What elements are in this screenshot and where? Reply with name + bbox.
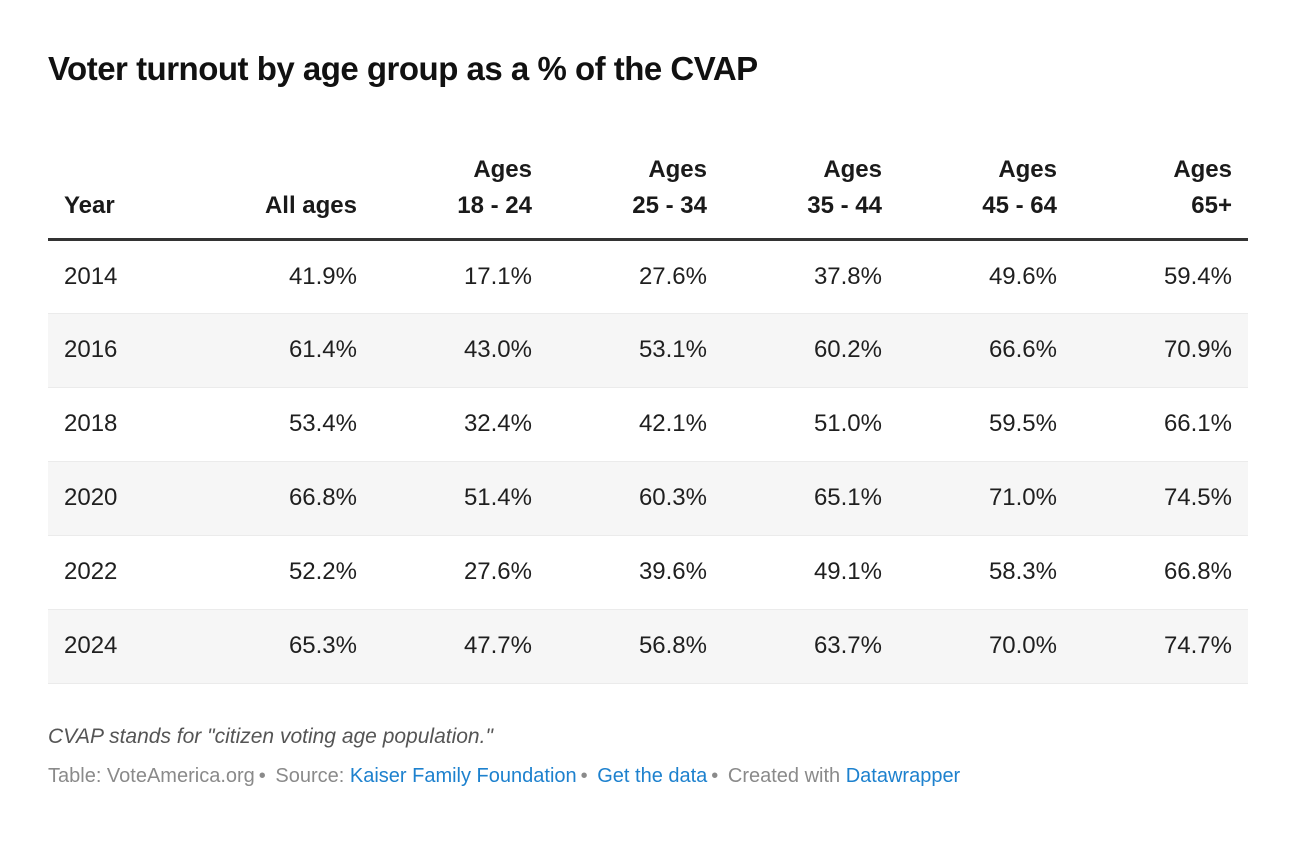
value-cell: 27.6% bbox=[548, 239, 723, 314]
value-cell: 65.1% bbox=[723, 461, 898, 536]
table-body: 2014 41.9% 17.1% 27.6% 37.8% 49.6% 59.4%… bbox=[48, 239, 1248, 684]
table-row-2014: 2014 41.9% 17.1% 27.6% 37.8% 49.6% 59.4% bbox=[48, 239, 1248, 314]
value-cell: 71.0% bbox=[898, 461, 1073, 536]
value-cell: 60.3% bbox=[548, 461, 723, 536]
table-row-2022: 2022 52.2% 27.6% 39.6% 49.1% 58.3% 66.8% bbox=[48, 535, 1248, 610]
column-header-ages-45-64: Ages 45 - 64 bbox=[898, 151, 1073, 241]
value-cell: 59.4% bbox=[1073, 239, 1248, 314]
value-cell: 66.6% bbox=[898, 313, 1073, 388]
value-cell: 42.1% bbox=[548, 387, 723, 462]
value-cell: 49.1% bbox=[723, 535, 898, 610]
table-header-row: Year All ages Ages 18 - 24 Ages 25 - 34 bbox=[48, 151, 1248, 241]
created-with-label: Created with bbox=[727, 765, 841, 788]
table-row-2020: 2020 66.8% 51.4% 60.3% 65.1% 71.0% 74.5% bbox=[48, 461, 1248, 536]
column-header-label: 45 - 64 bbox=[982, 191, 1057, 219]
value-cell: 37.8% bbox=[723, 239, 898, 314]
link-kaiser-family-foundation[interactable]: Kaiser Family Foundation bbox=[349, 765, 577, 788]
column-header-ages-35-44: Ages 35 - 44 bbox=[723, 151, 898, 241]
page-title: Voter turnout by age group as a % of the… bbox=[48, 50, 758, 87]
value-cell: 17.1% bbox=[373, 239, 548, 314]
value-cell: 59.5% bbox=[898, 387, 1073, 462]
year-cell: 2020 bbox=[48, 461, 198, 536]
column-header-label: 35 - 44 bbox=[807, 191, 882, 219]
table-row-2018: 2018 53.4% 32.4% 42.1% 51.0% 59.5% 66.1% bbox=[48, 387, 1248, 462]
column-header-label: 18 - 24 bbox=[457, 191, 532, 219]
table-header: Year All ages Ages 18 - 24 Ages 25 - 34 bbox=[48, 151, 1248, 241]
column-header-label-top: Ages bbox=[473, 155, 532, 183]
bullet-separator: • bbox=[580, 765, 588, 788]
value-cell: 61.4% bbox=[198, 313, 373, 388]
value-cell: 41.9% bbox=[198, 239, 373, 314]
table-row-2024: 2024 65.3% 47.7% 56.8% 63.7% 70.0% 74.7% bbox=[48, 609, 1248, 684]
value-cell: 53.4% bbox=[198, 387, 373, 462]
column-header-label: All ages bbox=[264, 191, 357, 219]
table-credit: Table: VoteAmerica.org bbox=[48, 765, 255, 788]
column-header-label-top: Ages bbox=[1173, 155, 1232, 183]
value-cell: 52.2% bbox=[198, 535, 373, 610]
value-cell: 74.7% bbox=[1073, 609, 1248, 684]
year-cell: 2024 bbox=[48, 609, 198, 684]
column-header-ages-25-34: Ages 25 - 34 bbox=[548, 151, 723, 241]
value-cell: 47.7% bbox=[373, 609, 548, 684]
column-header-label-top: Ages bbox=[823, 155, 882, 183]
link-datawrapper[interactable]: Datawrapper bbox=[845, 765, 961, 788]
value-cell: 66.1% bbox=[1073, 387, 1248, 462]
credits-line: Table: VoteAmerica.org • Source: Kaiser F… bbox=[48, 765, 1248, 788]
value-cell: 53.1% bbox=[548, 313, 723, 388]
year-cell: 2014 bbox=[48, 239, 198, 314]
year-cell: 2016 bbox=[48, 313, 198, 388]
value-cell: 27.6% bbox=[373, 535, 548, 610]
year-cell: 2022 bbox=[48, 535, 198, 610]
column-header-ages-18-24: Ages 18 - 24 bbox=[373, 151, 548, 241]
value-cell: 70.0% bbox=[898, 609, 1073, 684]
value-cell: 60.2% bbox=[723, 313, 898, 388]
value-cell: 49.6% bbox=[898, 239, 1073, 314]
column-header-year: Year bbox=[48, 151, 198, 241]
value-cell: 74.5% bbox=[1073, 461, 1248, 536]
bullet-separator: • bbox=[258, 765, 266, 788]
value-cell: 65.3% bbox=[198, 609, 373, 684]
column-header-ages-65-plus: Ages 65+ bbox=[1073, 151, 1248, 241]
footnote: CVAP stands for "citizen voting age popu… bbox=[48, 724, 493, 748]
value-cell: 39.6% bbox=[548, 535, 723, 610]
bullet-separator: • bbox=[711, 765, 719, 788]
column-header-label-top: Ages bbox=[648, 155, 707, 183]
link-get-the-data[interactable]: Get the data bbox=[597, 765, 708, 788]
value-cell: 63.7% bbox=[723, 609, 898, 684]
value-cell: 43.0% bbox=[373, 313, 548, 388]
voter-turnout-table: Year All ages Ages 18 - 24 Ages 25 - 34 bbox=[48, 151, 1248, 684]
value-cell: 56.8% bbox=[548, 609, 723, 684]
value-cell: 58.3% bbox=[898, 535, 1073, 610]
value-cell: 32.4% bbox=[373, 387, 548, 462]
value-cell: 66.8% bbox=[1073, 535, 1248, 610]
source-label: Source: bbox=[275, 765, 345, 788]
column-header-label: Year bbox=[64, 191, 115, 219]
table-row-2016: 2016 61.4% 43.0% 53.1% 60.2% 66.6% 70.9% bbox=[48, 313, 1248, 388]
column-header-label: 25 - 34 bbox=[632, 191, 707, 219]
value-cell: 51.4% bbox=[373, 461, 548, 536]
value-cell: 66.8% bbox=[198, 461, 373, 536]
value-cell: 51.0% bbox=[723, 387, 898, 462]
year-cell: 2018 bbox=[48, 387, 198, 462]
value-cell: 70.9% bbox=[1073, 313, 1248, 388]
column-header-label-top: Ages bbox=[998, 155, 1057, 183]
column-header-all-ages: All ages bbox=[198, 151, 373, 241]
column-header-label: 65+ bbox=[1191, 191, 1232, 219]
